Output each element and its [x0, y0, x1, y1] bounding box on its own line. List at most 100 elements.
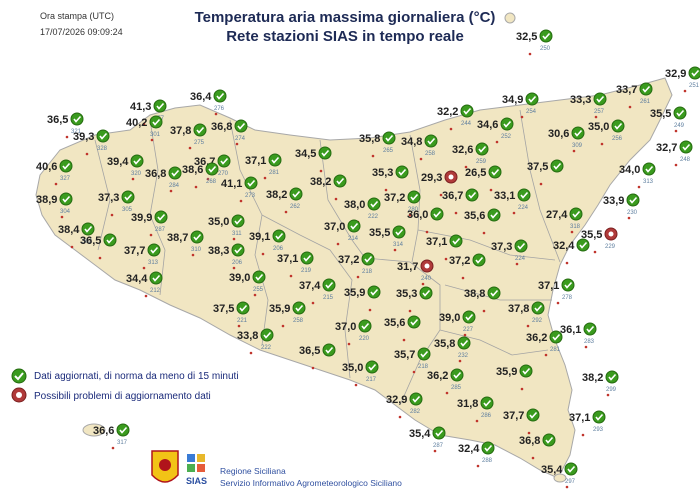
station-ok-icon[interactable]: [569, 207, 583, 221]
station-ok-icon[interactable]: [292, 301, 306, 315]
station-ok-icon[interactable]: [367, 285, 381, 299]
station-ok-icon[interactable]: [213, 89, 227, 103]
station-ok-icon[interactable]: [300, 251, 314, 265]
station-marker[interactable]: 29,3: [421, 170, 458, 184]
station-ok-icon[interactable]: [576, 238, 590, 252]
station-ok-icon[interactable]: [487, 286, 501, 300]
station-ok-icon[interactable]: [688, 66, 700, 80]
station-ok-icon[interactable]: [460, 104, 474, 118]
station-ok-icon[interactable]: [231, 214, 245, 228]
station-ok-icon[interactable]: [514, 239, 528, 253]
station-marker[interactable]: 38,8: [464, 286, 501, 300]
station-marker[interactable]: 35,6: [464, 208, 501, 222]
station-ok-icon[interactable]: [96, 129, 110, 143]
station-marker[interactable]: 37,5: [527, 159, 564, 173]
station-ok-icon[interactable]: [561, 278, 575, 292]
station-marker[interactable]: 37,2: [449, 253, 486, 267]
station-marker[interactable]: 36,0: [407, 207, 444, 221]
station-ok-icon[interactable]: [322, 278, 336, 292]
station-ok-icon[interactable]: [154, 210, 168, 224]
station-ok-icon[interactable]: [550, 159, 564, 173]
station-marker[interactable]: 38,2: [310, 174, 347, 188]
station-ok-icon[interactable]: [333, 174, 347, 188]
station-ok-icon[interactable]: [59, 159, 73, 173]
station-marker[interactable]: 35,3: [372, 165, 409, 179]
station-ok-icon[interactable]: [244, 176, 258, 190]
station-ok-icon[interactable]: [392, 225, 406, 239]
station-ok-icon[interactable]: [116, 423, 130, 437]
station-ok-icon[interactable]: [121, 190, 135, 204]
station-ok-icon[interactable]: [592, 410, 606, 424]
station-ok-icon[interactable]: [417, 347, 431, 361]
station-ok-icon[interactable]: [583, 322, 597, 336]
station-ok-icon[interactable]: [272, 229, 286, 243]
station-ok-icon[interactable]: [531, 301, 545, 315]
station-ok-icon[interactable]: [147, 243, 161, 257]
station-ok-icon[interactable]: [639, 82, 653, 96]
station-marker[interactable]: 36,8: [519, 433, 556, 447]
station-ok-icon[interactable]: [450, 368, 464, 382]
station-marker[interactable]: 32,4: [553, 238, 590, 252]
station-ok-icon[interactable]: [679, 140, 693, 154]
station-ok-icon[interactable]: [103, 233, 117, 247]
station-ok-icon[interactable]: [432, 426, 446, 440]
station-ok-icon[interactable]: [673, 106, 687, 120]
station-marker[interactable]: 37,7: [503, 408, 540, 422]
station-ok-icon[interactable]: [70, 112, 84, 126]
station-ok-icon[interactable]: [526, 408, 540, 422]
station-ok-icon[interactable]: [289, 187, 303, 201]
station-ok-icon[interactable]: [367, 197, 381, 211]
station-ok-icon[interactable]: [318, 146, 332, 160]
station-ok-icon[interactable]: [365, 360, 379, 374]
station-ok-icon[interactable]: [419, 286, 433, 300]
station-marker[interactable]: 26,5: [465, 165, 502, 179]
station-ok-icon[interactable]: [382, 131, 396, 145]
station-ok-icon[interactable]: [465, 188, 479, 202]
station-ok-icon[interactable]: [480, 396, 494, 410]
station-marker[interactable]: 37,1: [426, 234, 463, 248]
station-ok-icon[interactable]: [407, 190, 421, 204]
station-ok-icon[interactable]: [358, 319, 372, 333]
station-ok-icon[interactable]: [59, 192, 73, 206]
station-ok-icon[interactable]: [234, 119, 248, 133]
station-ok-icon[interactable]: [542, 433, 556, 447]
station-ok-icon[interactable]: [449, 234, 463, 248]
station-ok-icon[interactable]: [217, 154, 231, 168]
